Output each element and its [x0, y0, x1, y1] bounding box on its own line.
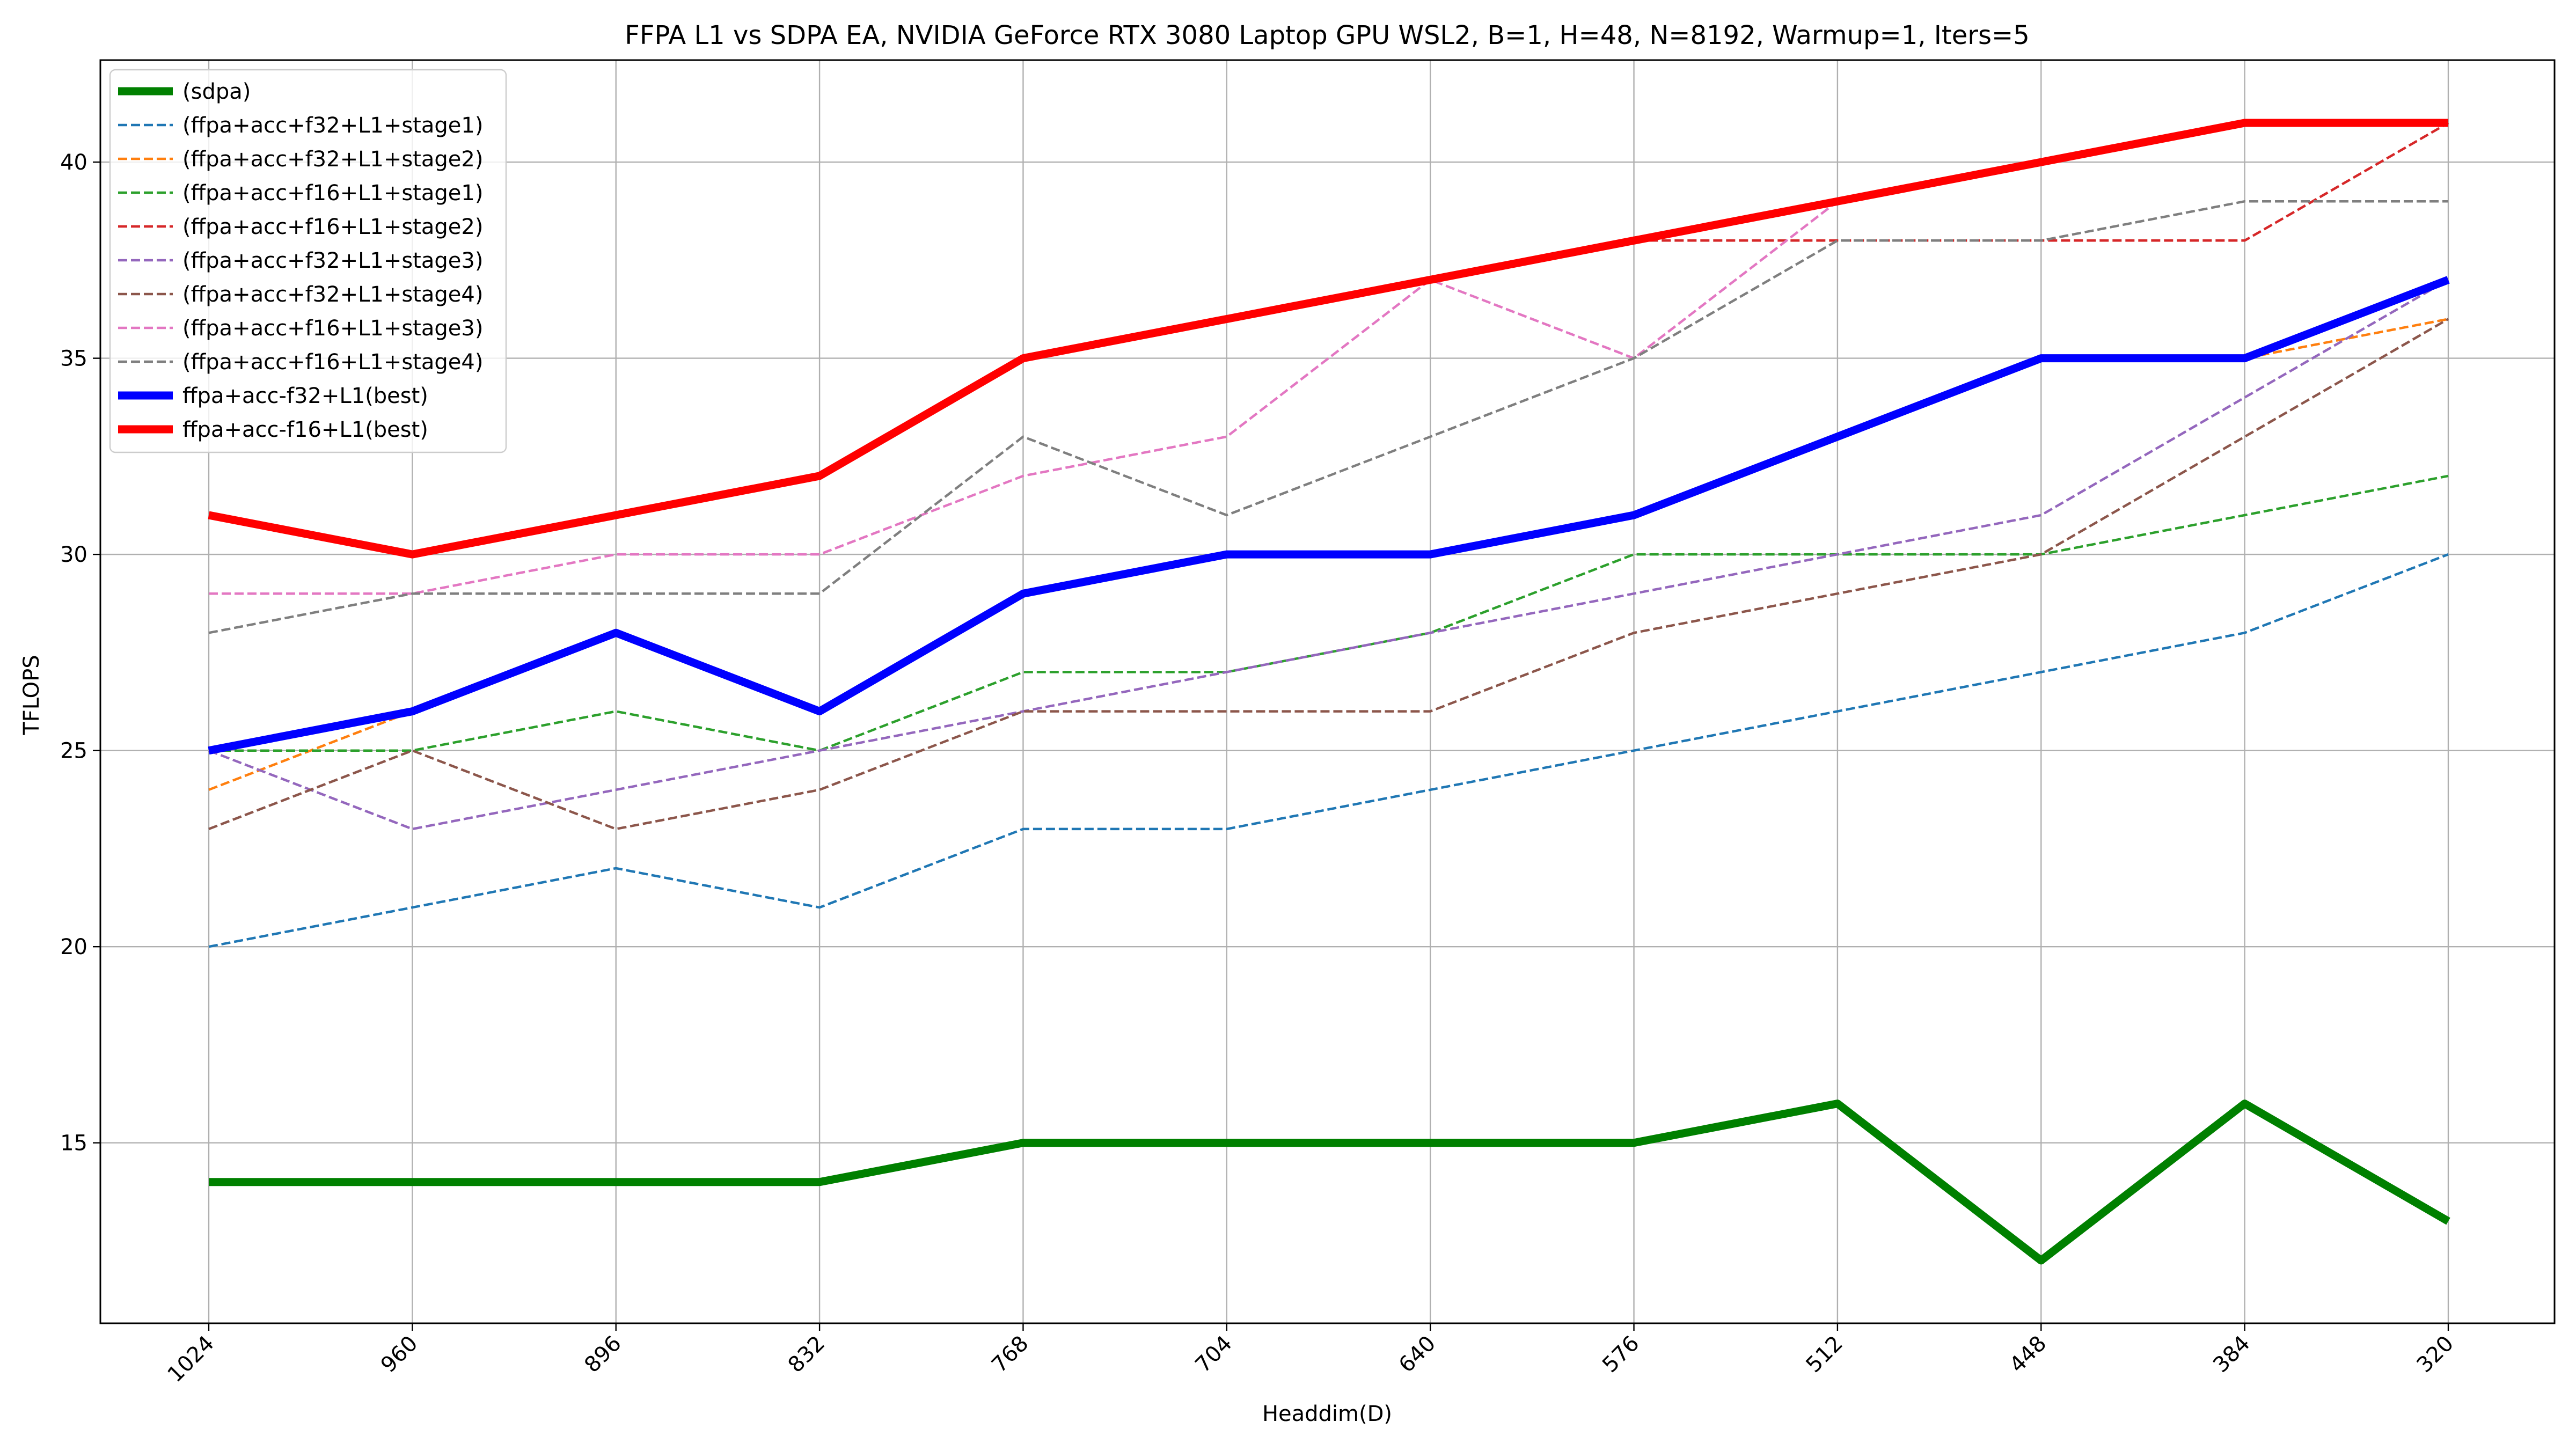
- series-line-11: [208, 119, 2448, 559]
- y-tick-label: 15: [60, 1131, 87, 1156]
- legend-label: (sdpa): [182, 79, 251, 104]
- y-tick-label: 30: [60, 543, 87, 567]
- series-lines: [208, 119, 2450, 1265]
- legend-label: (ffpa+acc+f16+L1+stage2): [182, 215, 483, 239]
- series-line-10: [208, 276, 2450, 755]
- series-line-1: [209, 1100, 2450, 1265]
- legend-label: (ffpa+acc+f32+L1+stage3): [182, 248, 483, 273]
- legend-label: ffpa+acc-f32+L1(best): [182, 384, 428, 408]
- y-axis-label: TFLOPS: [19, 655, 44, 735]
- y-tick-label: 35: [60, 347, 87, 371]
- series-line-7: [208, 318, 2449, 831]
- series-line-4: [209, 474, 2449, 752]
- y-tick-label: 25: [60, 739, 87, 764]
- legend-label: (ffpa+acc+f32+L1+stage2): [182, 147, 483, 172]
- legend-label: (ffpa+acc+f16+L1+stage3): [182, 316, 483, 341]
- chart-title: FFPA L1 vs SDPA EA, NVIDIA GeForce RTX 3…: [625, 20, 2030, 50]
- y-tick-label: 20: [60, 935, 87, 959]
- series-line-2: [208, 553, 2449, 948]
- legend-label: (ffpa+acc+f32+L1+stage4): [182, 282, 483, 307]
- legend-label: (ffpa+acc+f32+L1+stage1): [182, 113, 483, 138]
- legend-label: ffpa+acc-f16+L1(best): [182, 417, 428, 442]
- legend-box: [109, 69, 507, 453]
- series-line-9: [208, 200, 2448, 634]
- grid: [100, 60, 2555, 1323]
- legend-label: (ffpa+acc+f16+L1+stage4): [182, 350, 483, 375]
- y-tick-label: 40: [60, 150, 87, 175]
- x-axis-label: Headdim(D): [1262, 1402, 1392, 1426]
- legend: (sdpa) (ffpa+acc+f32+L1+stage1) (ffpa+acc+…: [109, 69, 507, 453]
- series-line-6: [208, 279, 2449, 831]
- plot-frame: [99, 59, 2556, 1324]
- legend-label: (ffpa+acc+f16+L1+stage1): [182, 181, 483, 206]
